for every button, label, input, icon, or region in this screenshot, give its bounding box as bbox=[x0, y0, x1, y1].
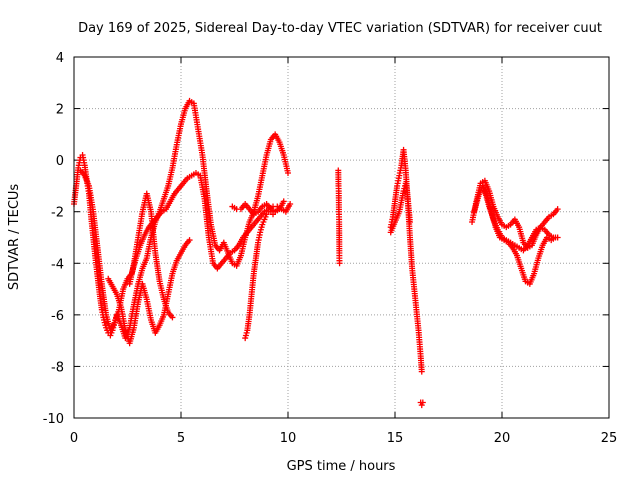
y-tick-label: 0 bbox=[56, 154, 64, 169]
y-tick-label: -4 bbox=[51, 257, 64, 272]
y-tick-label: -10 bbox=[43, 412, 64, 427]
data-point bbox=[554, 234, 561, 241]
data-point bbox=[419, 399, 426, 406]
series-track-i bbox=[387, 180, 413, 236]
data-point bbox=[280, 198, 287, 205]
series-track-b bbox=[77, 167, 294, 334]
data-point bbox=[186, 237, 193, 244]
y-tick-label: -6 bbox=[51, 309, 64, 324]
x-tick-label: 5 bbox=[177, 431, 185, 446]
series-track-j bbox=[417, 399, 426, 409]
plot-frame bbox=[73, 56, 610, 419]
x-tick-label: 10 bbox=[280, 431, 297, 446]
series-track-c bbox=[105, 237, 193, 347]
y-tick-label: -8 bbox=[51, 360, 64, 375]
series-track-f bbox=[242, 206, 281, 342]
tick-labels: 0 5 10 15 20 25 -10 -8 -6 -4 -2 0 2 4 bbox=[43, 51, 618, 446]
series-track-l bbox=[471, 182, 559, 287]
y-tick-label: 2 bbox=[56, 103, 64, 118]
data-points bbox=[71, 97, 561, 409]
data-point bbox=[406, 219, 413, 226]
x-tick-label: 0 bbox=[70, 431, 78, 446]
data-point bbox=[336, 260, 343, 267]
data-point bbox=[418, 368, 425, 375]
x-tick-label: 20 bbox=[494, 431, 511, 446]
x-tick-label: 25 bbox=[601, 431, 618, 446]
x-tick-label: 15 bbox=[387, 431, 404, 446]
series-track-d bbox=[126, 190, 176, 321]
series-track-m bbox=[481, 188, 561, 254]
chart-title: Day 169 of 2025, Sidereal Day-to-day VTE… bbox=[78, 21, 602, 36]
x-axis-label: GPS time / hours bbox=[287, 459, 396, 474]
series-track-g bbox=[335, 167, 343, 267]
data-point bbox=[274, 206, 281, 213]
y-axis-label: SDTVAR / TECUs bbox=[7, 184, 22, 291]
series-track-a bbox=[71, 97, 291, 342]
data-point bbox=[285, 170, 291, 177]
data-point bbox=[287, 200, 294, 207]
y-tick-label: 4 bbox=[56, 51, 64, 66]
data-point bbox=[554, 206, 561, 213]
y-tick-label: -2 bbox=[51, 206, 64, 221]
data-point bbox=[169, 314, 176, 321]
